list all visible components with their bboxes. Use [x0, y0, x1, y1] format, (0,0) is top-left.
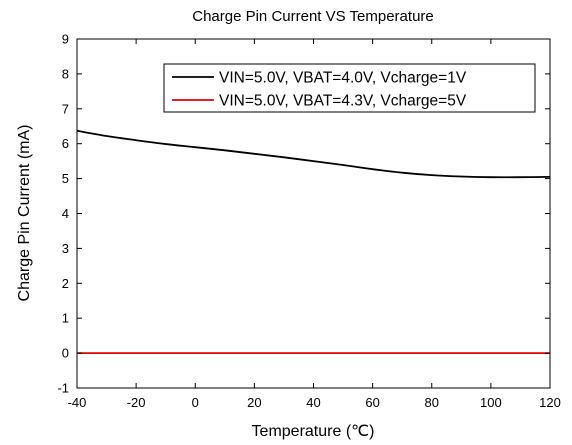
- x-axis: -40 -20 0 20 40 60 80 100 120: [68, 39, 561, 410]
- legend: VIN=5.0V, VBAT=4.0V, Vcharge=1V VIN=5.0V,…: [163, 63, 536, 113]
- series-line-1: [76, 129, 551, 179]
- x-tick-label: 0: [192, 395, 199, 410]
- y-tick-label: 7: [62, 101, 69, 116]
- y-tick-label: -1: [57, 381, 69, 396]
- x-tick-label: 20: [247, 395, 261, 410]
- x-tick-label: 40: [306, 395, 320, 410]
- x-tick-label: 60: [365, 395, 379, 410]
- series-layer: [76, 129, 551, 354]
- y-tick-label: 1: [62, 311, 69, 326]
- y-tick-label: 5: [62, 171, 69, 186]
- x-tick-label: 100: [480, 395, 502, 410]
- legend-label-2: VIN=5.0V, VBAT=4.3V, Vcharge=5V: [219, 93, 467, 110]
- y-tick-label: 3: [62, 241, 69, 256]
- y-tick-label: 0: [62, 346, 69, 361]
- x-axis-title: Temperature (℃): [252, 423, 375, 440]
- y-axis-title: Charge Pin Current (mA): [16, 125, 33, 302]
- x-tick-label: 120: [539, 395, 561, 410]
- legend-box: [163, 63, 536, 113]
- x-tick-label: 80: [425, 395, 439, 410]
- y-tick-label: 4: [62, 206, 69, 221]
- legend-label-1: VIN=5.0V, VBAT=4.0V, Vcharge=1V: [219, 70, 467, 87]
- y-axis: -1 0 1 2 3 4 5 6 7 8 9: [57, 32, 550, 396]
- y-tick-label: 2: [62, 276, 69, 291]
- y-tick-label: 6: [62, 136, 69, 151]
- chart-title: Charge Pin Current VS Temperature: [192, 8, 434, 25]
- x-tick-label: -40: [68, 395, 87, 410]
- y-tick-label: 8: [62, 66, 69, 81]
- x-tick-label: -20: [127, 395, 146, 410]
- y-tick-label: 9: [62, 32, 69, 47]
